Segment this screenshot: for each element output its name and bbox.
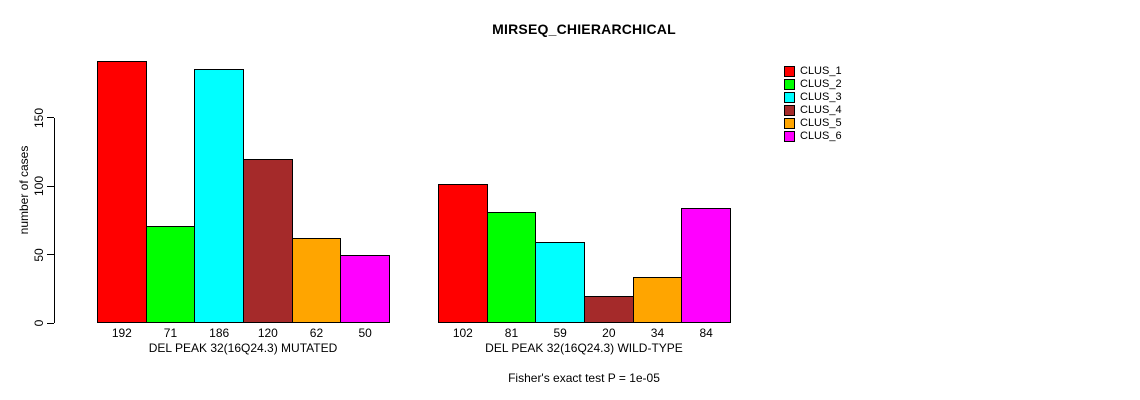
legend-swatch-clus_1: [784, 66, 795, 77]
legend-label: CLUS_4: [800, 104, 842, 116]
legend-item-clus_5: CLUS_5: [784, 117, 842, 130]
y-tick-label: 100: [32, 176, 46, 197]
bar-value-label: 71: [163, 326, 178, 340]
legend-label: CLUS_6: [800, 130, 842, 142]
bar-clus_5: [632, 276, 683, 323]
bar-clus_6: [681, 208, 731, 323]
bar-value-label: 84: [699, 326, 713, 340]
bar-clus_3: [194, 68, 244, 323]
legend-label: CLUS_5: [800, 117, 842, 129]
bar-clus_4: [242, 158, 293, 323]
bar-value-label: 20: [602, 326, 616, 340]
bar-value-label: 186: [209, 326, 230, 340]
y-tick-label: 150: [32, 107, 46, 128]
y-tick-label: 50: [32, 247, 46, 262]
legend-item-clus_6: CLUS_6: [784, 130, 842, 143]
bar-value-label: 34: [650, 326, 665, 340]
bar-value-label: 192: [111, 326, 132, 340]
chart-title: MIRSEQ_CHIERARCHICAL: [492, 21, 676, 37]
group-label-wildtype: DEL PEAK 32(16Q24.3) WILD-TYPE: [485, 341, 683, 355]
legend-item-clus_3: CLUS_3: [784, 91, 842, 104]
bar-clus_1: [438, 183, 488, 323]
bar-clus_5: [291, 238, 342, 323]
bar-value-label: 102: [452, 326, 473, 340]
y-axis-tick: [47, 322, 54, 324]
bar-value-label: 62: [309, 326, 324, 340]
legend-swatch-clus_2: [784, 79, 795, 90]
legend-swatch-clus_5: [784, 118, 795, 129]
bar-value-label: 120: [257, 326, 278, 340]
legend-swatch-clus_6: [784, 131, 795, 142]
group-label-mutated: DEL PEAK 32(16Q24.3) MUTATED: [148, 341, 338, 355]
bar-clus_3: [535, 242, 585, 323]
bar-value-label: 50: [358, 326, 372, 340]
y-axis-line: [54, 117, 55, 323]
legend-label: CLUS_1: [800, 65, 842, 77]
bar-clus_6: [340, 254, 390, 323]
bar-clus_2: [145, 225, 196, 323]
y-tick-label: 0: [32, 319, 46, 327]
legend-label: CLUS_2: [800, 78, 842, 90]
legend-label: CLUS_3: [800, 91, 842, 103]
bar-value-label: 81: [504, 326, 519, 340]
bar-value-label: 59: [553, 326, 567, 340]
legend-item-clus_1: CLUS_1: [784, 65, 842, 78]
fisher-test-annotation: Fisher's exact test P = 1e-05: [508, 371, 660, 385]
legend-swatch-clus_3: [784, 92, 795, 103]
bar-clus_4: [583, 295, 634, 323]
bar-clus_2: [486, 212, 537, 323]
legend-swatch-clus_4: [784, 105, 795, 116]
y-axis-tick: [47, 254, 54, 256]
legend-item-clus_2: CLUS_2: [784, 78, 842, 91]
y-axis-tick: [47, 117, 54, 119]
y-axis-label: number of cases: [17, 145, 31, 235]
bar-clus_1: [97, 60, 147, 323]
legend-item-clus_4: CLUS_4: [784, 104, 842, 117]
y-axis-tick: [47, 185, 54, 187]
